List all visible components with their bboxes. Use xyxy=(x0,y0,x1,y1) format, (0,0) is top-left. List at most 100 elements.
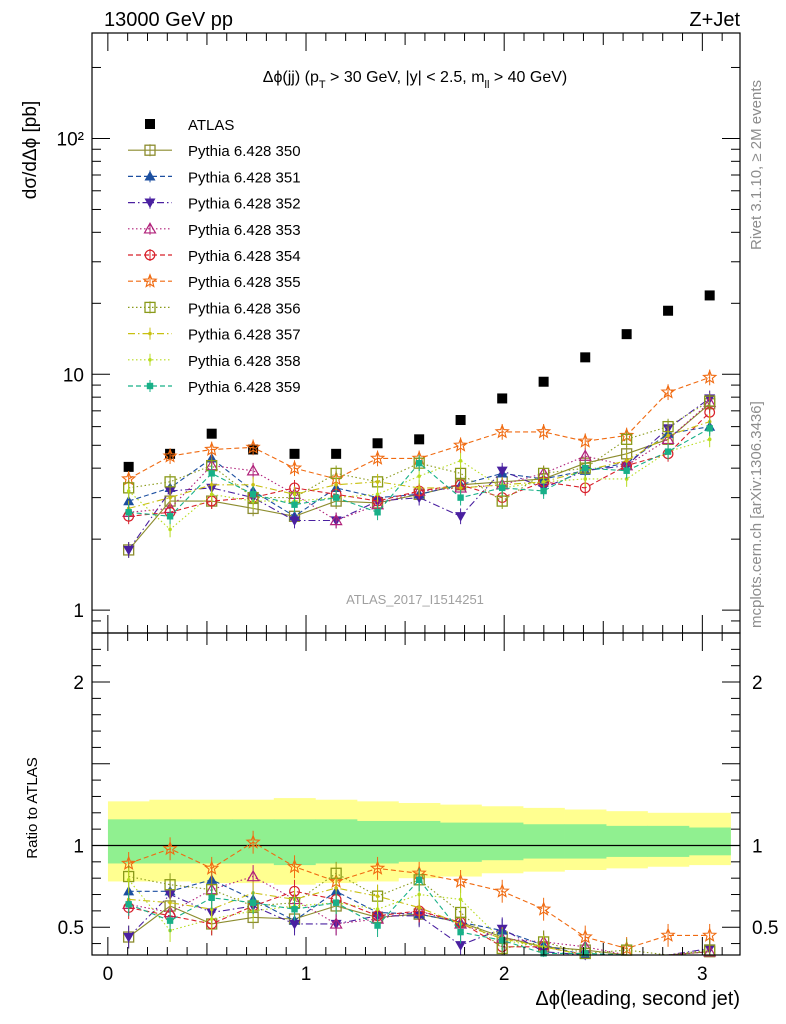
ratio-point-pythia-6-428-359 xyxy=(125,901,132,908)
point-atlas xyxy=(497,393,508,404)
ratio-point-pythia-6-428-355 xyxy=(369,860,386,875)
point-pythia-6-428-357 xyxy=(417,486,421,490)
ratio-point-pythia-6-428-355 xyxy=(535,901,552,916)
point-pythia-6-428-358 xyxy=(707,437,712,442)
legend-marker-pythia-6-428-357 xyxy=(148,331,152,336)
point-pythia-6-428-355 xyxy=(286,460,303,475)
ratio-point-pythia-6-428-359 xyxy=(249,899,257,906)
main-y-tick-label: 10² xyxy=(57,129,84,150)
axis-ticks: 1 10 10² 0.5 0.5 1 1 2 2 0 1 2 3 xyxy=(57,33,778,985)
ratio-point-pythia-6-428-359 xyxy=(208,894,215,901)
point-pythia-6-428-353 xyxy=(578,449,592,461)
point-pythia-6-428-358 xyxy=(209,492,214,497)
point-atlas xyxy=(331,448,342,459)
point-pythia-6-428-358 xyxy=(583,477,588,481)
ratio-point-pythia-6-428-355 xyxy=(245,834,261,849)
ratio-point-pythia-6-428-357 xyxy=(334,886,338,890)
ratio-point-pythia-6-428-359 xyxy=(457,928,464,936)
ratio-point-pythia-6-428-359 xyxy=(291,906,298,913)
plot-frames xyxy=(91,32,741,956)
point-pythia-6-428-358 xyxy=(375,492,380,497)
legend-label: Pythia 6.428 351 xyxy=(188,169,301,186)
point-pythia-6-428-355 xyxy=(162,448,178,463)
point-pythia-6-428-357 xyxy=(666,433,670,438)
point-pythia-6-428-352 xyxy=(496,466,508,477)
point-pythia-6-428-355 xyxy=(452,437,469,452)
ratio-point-pythia-6-428-357 xyxy=(168,900,172,905)
legend-label: Pythia 6.428 357 xyxy=(188,327,301,344)
side-label-rivet: Rivet 3.1.10, ≥ 2M events xyxy=(748,80,765,250)
point-pythia-6-428-353 xyxy=(246,464,260,476)
ratio-band-stat-bin xyxy=(564,824,607,859)
point-pythia-6-428-358 xyxy=(168,527,172,532)
point-pythia-6-428-359 xyxy=(166,513,174,520)
x-tick-label: 2 xyxy=(499,964,510,985)
point-atlas xyxy=(663,305,674,316)
ratio-point-pythia-6-428-358 xyxy=(126,878,131,882)
ratio-y-tick-label: 1 xyxy=(73,836,84,857)
point-pythia-6-428-359 xyxy=(623,467,630,474)
ratio-point-pythia-6-428-352 xyxy=(123,932,135,943)
main-y-tick-label: 10 xyxy=(63,365,84,386)
ratio-point-pythia-6-428-359 xyxy=(166,917,174,924)
point-atlas xyxy=(414,434,425,445)
point-atlas xyxy=(621,329,632,340)
point-pythia-6-428-355 xyxy=(702,369,718,384)
point-pythia-6-428-351 xyxy=(123,495,135,506)
ratio-band-stat-bin xyxy=(688,827,731,856)
ratio-band-stat-bin xyxy=(356,820,399,864)
point-pythia-6-428-359 xyxy=(291,501,298,508)
point-pythia-6-428-352 xyxy=(123,545,135,556)
ratio-point-pythia-6-428-359 xyxy=(332,899,340,906)
legend-entry-pythia-6-428-351: Pythia 6.428 351 xyxy=(128,169,301,186)
ratio-point-pythia-6-428-355 xyxy=(702,927,718,942)
ratio-band-stat-bin xyxy=(605,825,648,857)
ratio-band-stat-bin xyxy=(481,822,524,861)
legend-entry-pythia-6-428-357: Pythia 6.428 357 xyxy=(128,327,301,344)
point-pythia-6-428-357 xyxy=(209,482,214,487)
legend-marker-atlas xyxy=(145,119,155,129)
legend-label: ATLAS xyxy=(188,117,234,134)
legend-marker-pythia-6-428-359 xyxy=(146,382,154,390)
point-pythia-6-428-357 xyxy=(624,458,629,463)
point-pythia-6-428-356 xyxy=(496,495,508,507)
legend: ATLAS Pythia 6.428 350 Pythia 6.428 351 Pyt… xyxy=(128,117,301,396)
legend-label: Pythia 6.428 356 xyxy=(188,300,301,317)
legend-marker-pythia-6-428-352 xyxy=(144,198,156,209)
point-pythia-6-428-353 xyxy=(329,513,343,526)
ratio-point-pythia-6-428-357 xyxy=(417,905,421,910)
x-tick-label: 0 xyxy=(103,964,114,985)
series-line-pythia-6-428-354 xyxy=(128,411,711,517)
point-pythia-6-428-358 xyxy=(458,458,463,463)
point-pythia-6-428-357 xyxy=(251,482,255,487)
point-pythia-6-428-359 xyxy=(415,459,423,467)
ratio-point-pythia-6-428-355 xyxy=(452,873,469,888)
header-right: Z+Jet xyxy=(689,9,740,31)
header-left: 13000 GeV pp xyxy=(104,9,233,31)
legend-label: Pythia 6.428 355 xyxy=(188,274,301,291)
ratio-band-stat-bin xyxy=(522,824,565,859)
point-pythia-6-428-359 xyxy=(457,494,464,501)
legend-entry-pythia-6-428-355: Pythia 6.428 355 xyxy=(128,273,301,291)
legend-entry-pythia-6-428-359: Pythia 6.428 359 xyxy=(128,379,301,396)
ratio-y-tick-label-right: 2 xyxy=(752,673,763,694)
point-pythia-6-428-359 xyxy=(706,425,713,432)
x-axis-label: Δϕ(leading, second jet) xyxy=(535,988,740,1010)
x-tick-label: 1 xyxy=(301,964,312,985)
main-y-tick-label: 1 xyxy=(73,601,84,622)
legend-label: Pythia 6.428 350 xyxy=(188,143,301,160)
ratio-point-pythia-6-428-359 xyxy=(415,876,423,884)
point-pythia-6-428-359 xyxy=(208,470,215,477)
legend-marker-pythia-6-428-356 xyxy=(144,301,156,314)
legend-label: Pythia 6.428 358 xyxy=(188,353,301,370)
point-pythia-6-428-357 xyxy=(168,495,172,500)
ratio-point-pythia-6-428-355 xyxy=(577,928,593,944)
point-pythia-6-428-355 xyxy=(369,450,386,465)
point-atlas xyxy=(289,448,300,459)
ratio-point-pythia-6-428-355 xyxy=(162,840,178,856)
ratio-point-pythia-6-428-358 xyxy=(209,917,214,921)
point-pythia-6-428-358 xyxy=(417,474,421,478)
point-atlas xyxy=(455,415,466,426)
point-pythia-6-428-355 xyxy=(660,384,676,399)
point-pythia-6-428-359 xyxy=(249,491,257,498)
